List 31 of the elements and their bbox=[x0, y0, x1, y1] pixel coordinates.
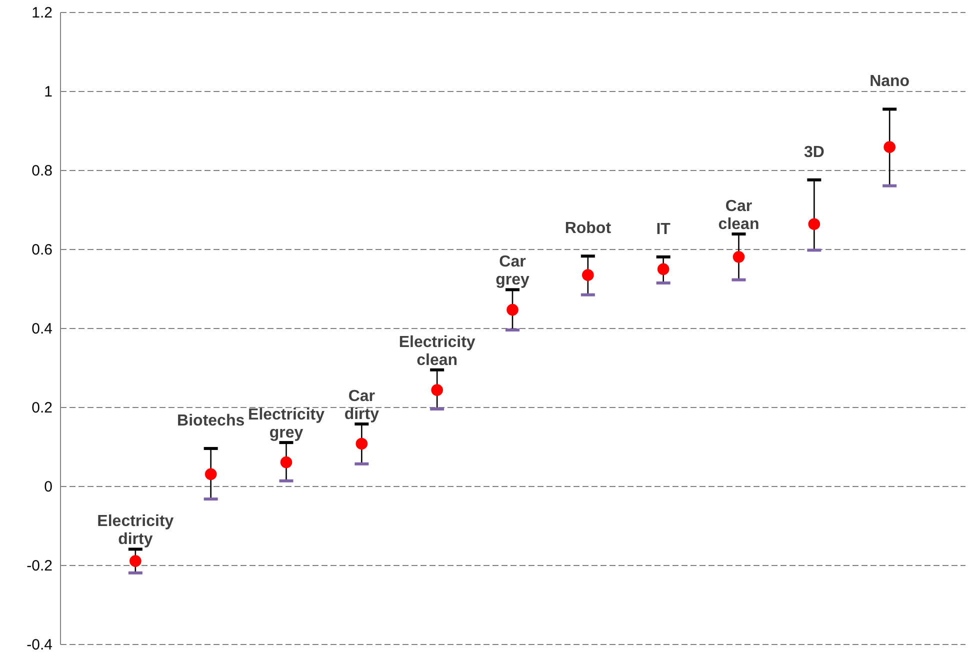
y-tick-label: 0.4 bbox=[32, 320, 52, 338]
y-tick-label: 0.6 bbox=[32, 242, 52, 258]
y-tick-label: -0.2 bbox=[26, 558, 52, 574]
point bbox=[204, 468, 217, 480]
x-tick-label: 3D bbox=[804, 144, 824, 161]
point bbox=[280, 456, 292, 468]
point bbox=[732, 250, 745, 263]
x-tick-label: Biotechs bbox=[177, 412, 245, 430]
x-tick-label: Electricity clean bbox=[398, 334, 476, 369]
y-tick-label: -0.4 bbox=[26, 636, 52, 653]
x-tick-label: Car clean bbox=[718, 198, 760, 233]
point bbox=[130, 555, 142, 567]
x-tick-label: Electricity grey bbox=[248, 406, 325, 442]
point bbox=[356, 438, 368, 450]
x-tick-label: Robot bbox=[564, 220, 612, 238]
y-tick-label: 0.2 bbox=[32, 400, 52, 416]
point bbox=[582, 269, 594, 281]
x-tick-label: Electricity dirty bbox=[97, 513, 174, 548]
point bbox=[657, 263, 670, 276]
point bbox=[884, 141, 896, 153]
point bbox=[506, 304, 518, 316]
y-tick-label: 1 bbox=[44, 84, 52, 100]
y-tick-label: 0 bbox=[44, 478, 52, 496]
y-tick-label: 1.2 bbox=[32, 4, 52, 22]
y-tick-label: 0.8 bbox=[32, 162, 52, 180]
x-tick-label: IT bbox=[656, 220, 671, 238]
x-tick-label: Car dirty bbox=[344, 388, 380, 423]
point bbox=[808, 218, 820, 230]
x-tick-label: Car grey bbox=[496, 254, 530, 289]
x-tick-label: Nano bbox=[870, 73, 910, 90]
point bbox=[431, 384, 443, 396]
